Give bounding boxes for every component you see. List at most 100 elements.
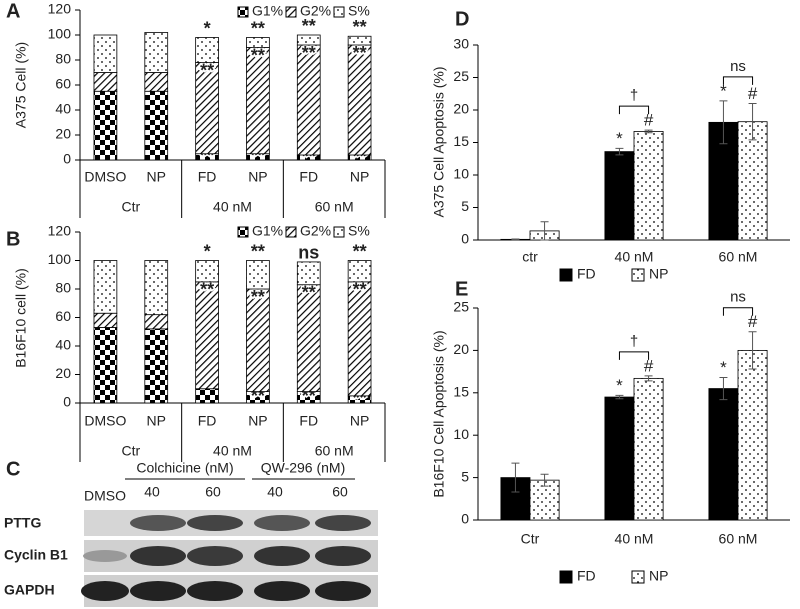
y-tick-label: 0: [461, 511, 469, 527]
lane-label: 60: [205, 484, 221, 500]
legend-swatch: [559, 570, 573, 584]
panel-label: B: [6, 228, 20, 250]
band: [130, 515, 186, 531]
bar-segment: [296, 34, 321, 46]
y-tick-label: 25: [453, 68, 469, 84]
legend-label: FD: [577, 568, 596, 584]
significance-mark: **: [200, 60, 214, 80]
significance-mark: *: [204, 18, 211, 38]
bar-segment: [195, 388, 219, 404]
legend-label: S%: [348, 223, 370, 239]
x-tick-label: FD: [198, 413, 217, 429]
panel-label: A: [6, 0, 20, 22]
y-tick-label: 60: [55, 76, 71, 92]
bar: [737, 349, 768, 521]
group-label: 60 nM: [315, 443, 354, 459]
group-label: Ctr: [121, 199, 140, 215]
error-bar: [748, 103, 757, 141]
bar-segment: [246, 37, 270, 48]
y-tick-label: 10: [453, 426, 469, 442]
y-tick-label: 0: [63, 151, 71, 167]
y-tick-label: 30: [453, 36, 469, 52]
y-tick-label: 100: [48, 26, 72, 42]
comparison-bracket: [618, 105, 650, 115]
bar: [737, 121, 768, 241]
bar-segment: [93, 34, 118, 73]
x-tick-label: 60 nM: [719, 531, 758, 547]
bar-segment: [144, 328, 169, 404]
legend-label: NP: [649, 266, 668, 282]
significance-mark: *: [720, 358, 727, 377]
treatment-label: Colchicine (nM): [136, 460, 233, 476]
significance-mark: **: [251, 241, 265, 261]
row-label: GAPDH: [4, 582, 55, 598]
band: [187, 546, 243, 566]
blot-panel: C Colchicine (nM) QW-296 (nM) DMSO 40 60…: [4, 458, 378, 607]
bar-segment: [93, 312, 118, 328]
x-tick-label: NP: [350, 413, 369, 429]
band: [254, 546, 310, 566]
significance-mark: ns: [298, 243, 319, 263]
band: [81, 581, 129, 601]
bar-segment: [93, 260, 118, 314]
legend-swatch: [237, 6, 249, 18]
comparison-label: ns: [730, 58, 746, 75]
error-bar: [615, 147, 624, 156]
y-tick-label: 20: [453, 101, 469, 117]
significance-mark: #: [748, 84, 758, 103]
band: [254, 515, 310, 531]
y-tick-label: 5: [461, 468, 469, 484]
bar: [633, 131, 664, 241]
legend-label: G2%: [300, 3, 331, 19]
y-axis-label: B16F10 cell (%): [13, 268, 29, 368]
significance-mark: **: [200, 280, 214, 300]
panel-label: D: [455, 8, 469, 30]
error-bar: [748, 331, 757, 370]
legend-swatch: [285, 6, 297, 18]
y-tick-label: 120: [48, 223, 72, 239]
comparison-bracket: [722, 76, 754, 85]
bar-segment: [296, 261, 321, 286]
legend-label: G1%: [252, 3, 283, 19]
significance-mark: **: [302, 43, 316, 63]
y-tick-label: 20: [55, 365, 71, 381]
y-tick-label: 0: [461, 231, 469, 247]
x-tick-label: FD: [299, 413, 318, 429]
x-tick-label: NP: [147, 413, 166, 429]
x-tick-label: 40 nM: [615, 531, 654, 547]
y-tick-label: 80: [55, 280, 71, 296]
band: [83, 550, 127, 562]
y-tick-label: 40: [55, 337, 71, 353]
error-bar: [644, 129, 653, 134]
band: [187, 515, 243, 531]
y-tick-label: 15: [453, 384, 469, 400]
panel-label: C: [6, 458, 20, 480]
band: [315, 546, 371, 566]
significance-mark: **: [251, 18, 265, 38]
y-tick-label: 20: [55, 126, 71, 142]
significance-mark: **: [353, 241, 367, 261]
x-tick-label: NP: [248, 413, 267, 429]
y-axis-label: A375 Cell (%): [13, 42, 29, 128]
band: [130, 546, 186, 566]
x-tick-label: Ctr: [521, 531, 540, 547]
comparison-bracket: [618, 351, 650, 360]
x-tick-label: DMSO: [84, 413, 126, 429]
panel-label: E: [455, 278, 468, 300]
bar-segment: [195, 260, 219, 283]
legend-label: FD: [577, 266, 596, 282]
error-bar: [644, 375, 653, 382]
bar: [604, 396, 635, 521]
error-bar: [719, 100, 728, 145]
error-bar: [615, 394, 624, 400]
bar-segment: [347, 35, 372, 46]
treatment-label: QW-296 (nM): [261, 460, 346, 476]
significance-mark: *: [616, 376, 623, 395]
lane-label: DMSO: [84, 488, 126, 504]
row-label: PTTG: [4, 515, 41, 531]
bar: [604, 151, 635, 241]
significance-mark: **: [302, 16, 316, 36]
bar-segment: [195, 37, 219, 63]
significance-mark: *: [204, 241, 211, 261]
